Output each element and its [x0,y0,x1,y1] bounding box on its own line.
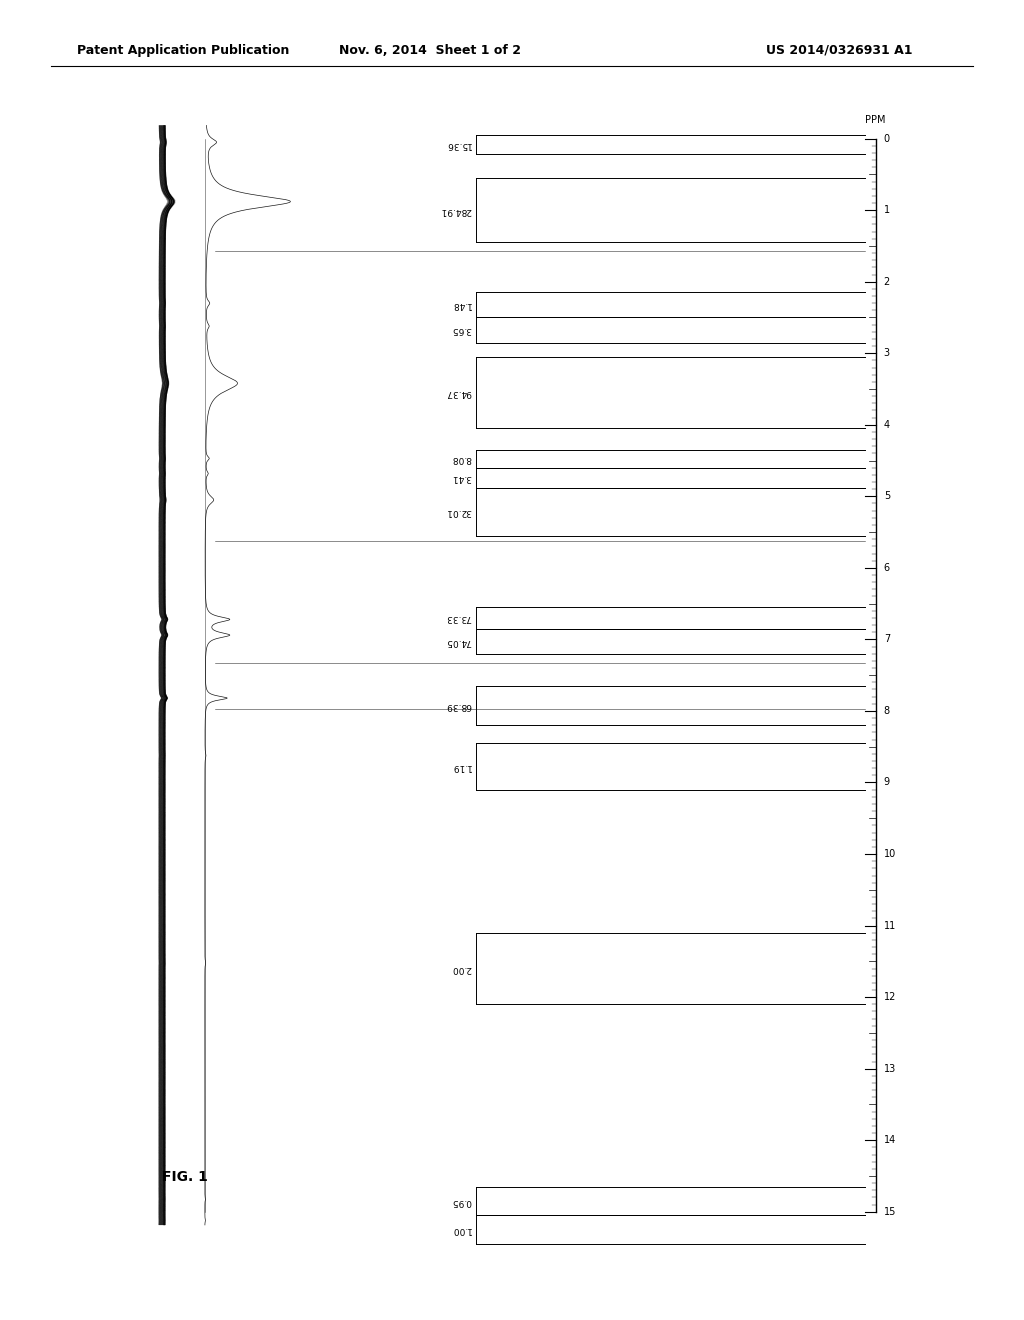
Text: 2: 2 [884,277,890,286]
Text: 5: 5 [884,491,890,502]
Text: US 2014/0326931 A1: US 2014/0326931 A1 [766,44,913,57]
Text: FIG. 1: FIG. 1 [162,1171,208,1184]
Text: 1.19: 1.19 [451,762,471,771]
Text: 4: 4 [884,420,890,430]
Text: 0: 0 [884,133,890,144]
Text: 74.05: 74.05 [445,636,471,645]
Text: 68.39: 68.39 [445,701,471,710]
Text: 2.00: 2.00 [451,964,471,973]
Text: 3.65: 3.65 [451,326,471,334]
Text: 32.01: 32.01 [445,507,471,516]
Text: 1.48: 1.48 [451,301,471,309]
Text: 1.00: 1.00 [451,1225,471,1234]
Text: 8.08: 8.08 [451,454,471,463]
Text: 0.95: 0.95 [451,1196,471,1205]
Text: Patent Application Publication: Patent Application Publication [77,44,289,57]
Text: 12: 12 [884,993,896,1002]
Text: 15.36: 15.36 [445,140,471,149]
Text: 14: 14 [884,1135,896,1146]
Text: 10: 10 [884,849,896,859]
Text: 73.33: 73.33 [445,614,471,623]
Text: 15: 15 [884,1206,896,1217]
Text: 11: 11 [884,920,896,931]
Text: 284.91: 284.91 [439,206,471,215]
Text: 3.41: 3.41 [451,473,471,482]
Text: 94.37: 94.37 [445,388,471,397]
Text: PPM: PPM [865,115,886,125]
Text: Nov. 6, 2014  Sheet 1 of 2: Nov. 6, 2014 Sheet 1 of 2 [339,44,521,57]
Text: 13: 13 [884,1064,896,1073]
Text: 8: 8 [884,706,890,715]
Text: 9: 9 [884,777,890,788]
Text: 3: 3 [884,348,890,358]
Text: 7: 7 [884,635,890,644]
Text: 6: 6 [884,562,890,573]
Text: 1: 1 [884,205,890,215]
